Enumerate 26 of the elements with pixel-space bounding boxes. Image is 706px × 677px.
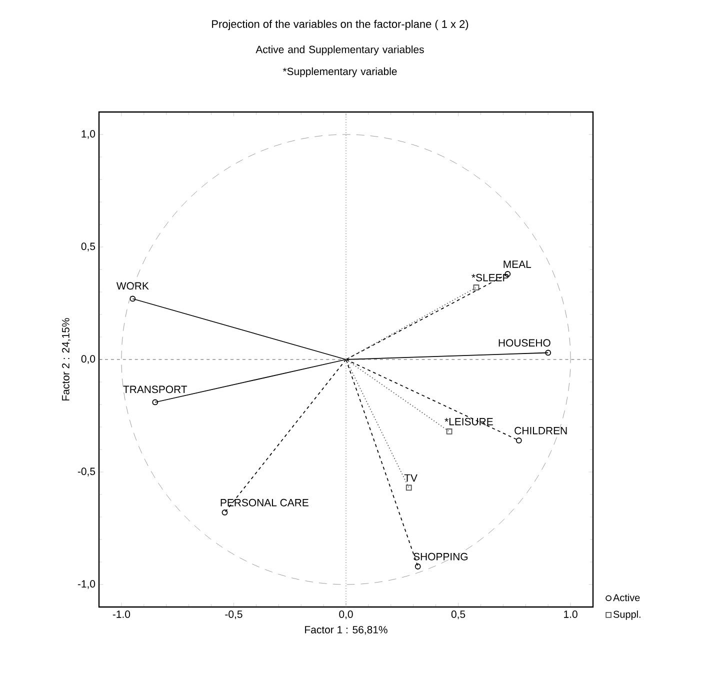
x-tick-label: 1.0 (564, 610, 578, 618)
chart-title: Projection of the variables on the factor-plane ( 1 x 2) (212, 20, 468, 30)
annotation: SHOPPING (414, 552, 468, 560)
y-tick-label: -0,5 (78, 468, 96, 476)
annotation: CHILDREN (514, 426, 567, 434)
x-axis-title: Factor 1 : 56,81% (305, 626, 388, 635)
annotation: *LEISURE (444, 418, 493, 426)
annotation: HOUSEHO (498, 339, 550, 347)
legend-label: Active (613, 594, 640, 602)
annotation: TV (404, 474, 418, 482)
y-tick-label: 1,0 (82, 130, 96, 139)
y-axis-title: Factor 2 : 24,15% (62, 318, 71, 400)
chart-subtitle: Active and Supplementary variables *Supplementary variable (256, 46, 424, 78)
legend-label: Suppl. (614, 610, 640, 620)
annotation: MEAL (504, 260, 532, 268)
annotation: TRANSPORT (123, 386, 188, 394)
annotation: WORK (116, 282, 149, 290)
annotation: *SLEEP (472, 274, 509, 282)
y-tick-label: 0,5 (81, 242, 96, 252)
annotation: PERSONAL CARE (220, 498, 308, 506)
x-tick-label: 0,5 (451, 610, 466, 620)
y-tick-label: 0,0 (81, 355, 96, 364)
x-tick-label: -0,5 (225, 610, 242, 620)
x-tick-label: -1.0 (112, 610, 130, 618)
x-tick-label: 0,0 (339, 610, 353, 620)
y-tick-label: -1,0 (78, 580, 96, 589)
